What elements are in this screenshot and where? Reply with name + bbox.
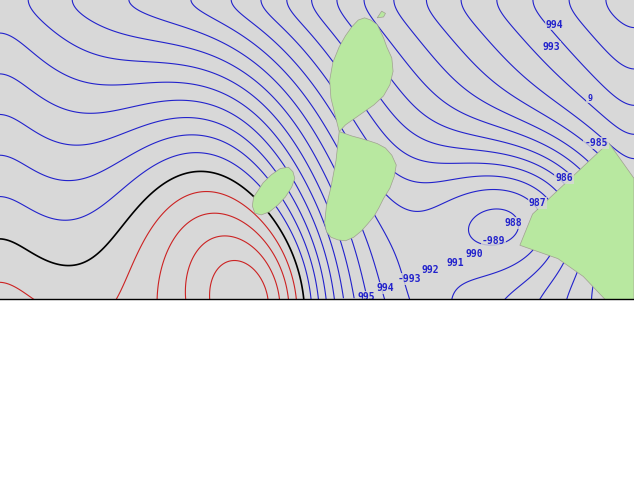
Text: 997: 997 [330,306,348,316]
Polygon shape [520,143,634,334]
Polygon shape [393,374,634,446]
Polygon shape [330,18,393,131]
Text: 993: 993 [543,42,560,52]
Polygon shape [377,11,385,18]
Text: 991: 991 [446,258,464,268]
Text: 988: 988 [505,218,522,228]
Polygon shape [252,167,295,215]
Text: 986: 986 [555,173,573,183]
Text: -985: -985 [584,138,608,147]
Text: 990: 990 [465,249,483,259]
Text: 996: 996 [343,299,361,309]
Text: 994: 994 [546,20,564,29]
Text: Fr 27-09-2024 06:00 UTC (00+78): Fr 27-09-2024 06:00 UTC (00+78) [407,455,628,468]
Text: -993: -993 [397,274,421,284]
Text: -989: -989 [481,236,505,246]
Polygon shape [325,131,396,241]
Text: Surface pressure [hPa] EC (AIFS): Surface pressure [hPa] EC (AIFS) [6,455,235,468]
Text: 987: 987 [529,198,547,208]
Text: 995: 995 [358,292,375,301]
Text: 994: 994 [377,283,394,293]
Text: 992: 992 [421,265,439,275]
Text: © weatheronline.co.uk: © weatheronline.co.uk [496,478,628,489]
Text: 9: 9 [587,94,592,102]
